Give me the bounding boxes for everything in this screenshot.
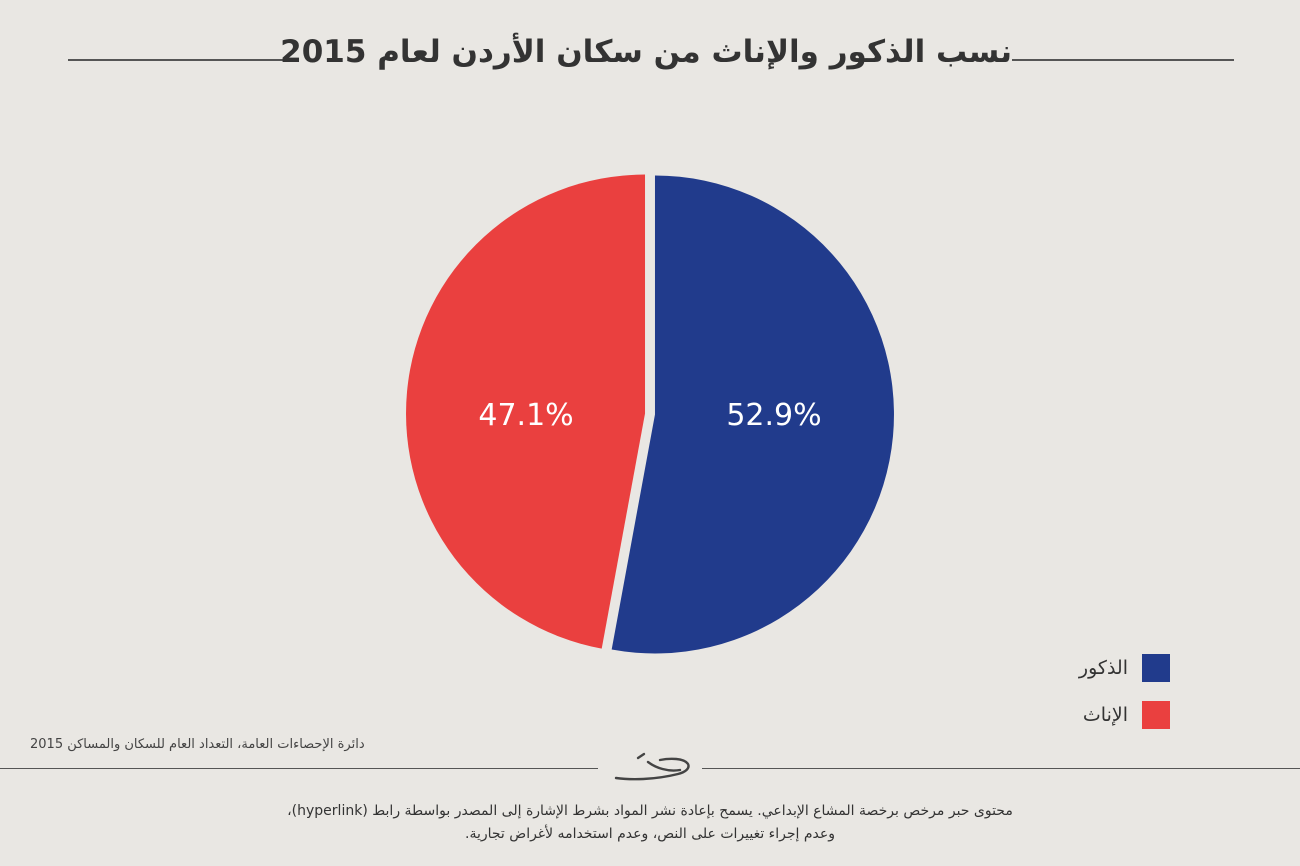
title-divider-left — [68, 59, 290, 61]
legend-swatch-male — [1142, 654, 1170, 682]
slice-label-male: 52.9% — [726, 398, 821, 433]
license-line-2: وعدم إجراء تغييرات على النص، وعدم استخدا… — [465, 826, 835, 842]
footer-divider-right — [702, 768, 1300, 769]
legend-label-female: الإناث — [1082, 704, 1128, 726]
legend-item-male: الذكور — [1079, 653, 1170, 683]
footer-divider-left — [0, 768, 598, 769]
legend-item-female: الإناث — [1083, 700, 1170, 730]
legend-label-male: الذكور — [1078, 657, 1128, 679]
legend-swatch-female — [1142, 701, 1170, 729]
title-divider-right — [1012, 59, 1234, 61]
source-note: دائرة الإحصاءات العامة، التعداد العام لل… — [30, 737, 365, 752]
slice-female — [406, 174, 646, 649]
chart-title: نسب الذكور والإناث من سكان الأردن لعام 2… — [280, 34, 1012, 70]
license-text: محتوى حبر مرخص برخصة المشاع الإبداعي. يس… — [250, 800, 1050, 846]
license-line-1: محتوى حبر مرخص برخصة المشاع الإبداعي. يس… — [287, 803, 1013, 819]
title-row: نسب الذكور والإناث من سكان الأردن لعام 2… — [0, 28, 1300, 88]
slice-male — [611, 175, 894, 654]
hibr-logo-icon — [614, 752, 690, 781]
slice-label-female: 47.1% — [478, 398, 573, 433]
